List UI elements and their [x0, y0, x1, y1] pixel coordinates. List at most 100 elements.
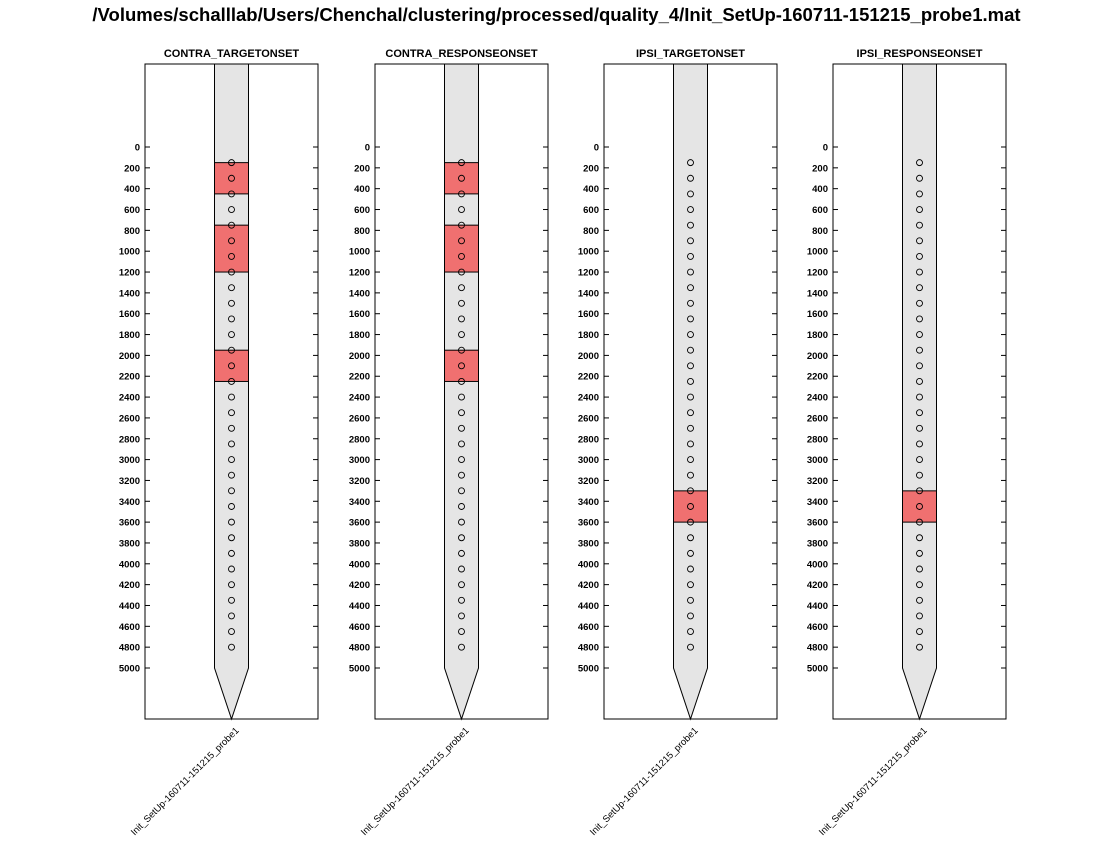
channel-marker [916, 159, 923, 167]
channel-marker [916, 565, 923, 573]
channel-marker [687, 252, 694, 260]
panel-1: CONTRA_TARGETONSET 0 200 400 600 800 1000 1200 1… [119, 48, 319, 838]
channel-marker [458, 487, 465, 495]
channel-marker [228, 190, 235, 198]
y-tick-label: 5000 [349, 664, 370, 675]
y-tick-label: 5000 [578, 664, 599, 675]
y-tick-label: 4600 [807, 622, 828, 633]
y-tick-label: 1400 [578, 288, 599, 299]
y-tick-label: 2200 [578, 372, 599, 383]
channel-marker [458, 174, 465, 182]
y-tick-label: 3200 [119, 476, 140, 487]
channel-marker [228, 393, 235, 401]
y-tick-label: 1400 [807, 288, 828, 299]
channel-marker [228, 643, 235, 651]
channel-marker [916, 174, 923, 182]
channel-marker [228, 534, 235, 542]
channel-marker [458, 206, 465, 213]
y-tick-label: 0 [594, 143, 599, 154]
channel-marker [458, 440, 465, 448]
channel-marker [687, 174, 694, 182]
y-tick-label: 3600 [578, 518, 599, 529]
channel-marker [916, 581, 923, 589]
channel-marker [228, 206, 235, 213]
y-tick-label: 3200 [578, 476, 599, 487]
y-tick-label: 3400 [807, 497, 828, 508]
highlight-region [214, 224, 249, 273]
probe-shank [902, 63, 937, 721]
y-tick-label: 3800 [807, 538, 828, 549]
channel-marker [458, 252, 465, 260]
channel-marker [687, 206, 694, 213]
channel-marker [916, 549, 923, 557]
channel-marker [687, 581, 694, 589]
channel-marker [458, 362, 465, 370]
y-tick-label: 1600 [807, 309, 828, 320]
y-tick-label: 2000 [578, 351, 599, 362]
channel-marker [916, 628, 923, 635]
y-tick-label: 1200 [349, 268, 370, 279]
highlight-region [444, 349, 479, 382]
y-tick-label: 4000 [578, 559, 599, 570]
channel-marker [458, 221, 465, 229]
y-tick-label: 3600 [349, 518, 370, 529]
y-tick-label: 200 [124, 163, 140, 174]
highlight-region [444, 224, 479, 273]
x-tick-label: Init_SetUp-160711-151215_probe1 [588, 725, 701, 838]
highlight-region [214, 162, 249, 195]
y-tick-label: 1200 [578, 268, 599, 279]
y-tick-label: 4200 [119, 580, 140, 591]
channel-marker [458, 378, 465, 385]
highlight-region [673, 490, 708, 523]
channel-marker [458, 612, 465, 620]
channel-marker [458, 284, 465, 292]
y-tick-label: 3000 [807, 455, 828, 466]
channel-marker [687, 331, 694, 339]
y-tick-label: 2400 [578, 393, 599, 404]
x-tick-label: Init_SetUp-160711-151215_probe1 [129, 725, 242, 838]
channel-marker [458, 518, 465, 526]
x-tick-label: Init_SetUp-160711-151215_probe1 [817, 725, 930, 838]
channel-marker [458, 581, 465, 589]
highlight-region [444, 162, 479, 195]
channel-marker [687, 549, 694, 557]
channel-marker [687, 190, 694, 198]
channel-marker [916, 612, 923, 620]
y-tick-label: 2000 [119, 351, 140, 362]
y-tick-label: 1000 [349, 247, 370, 258]
y-tick-label: 3000 [349, 455, 370, 466]
y-tick-label: 2800 [349, 434, 370, 445]
channel-marker [916, 393, 923, 401]
channel-marker [228, 268, 235, 276]
y-tick-label: 3800 [349, 538, 370, 549]
channel-marker [228, 565, 235, 573]
channel-marker [228, 440, 235, 448]
channel-marker [228, 628, 235, 635]
channel-marker [228, 456, 235, 464]
y-tick-label: 400 [812, 184, 828, 195]
y-tick-label: 1400 [349, 288, 370, 299]
y-tick-label: 4600 [349, 622, 370, 633]
channel-marker [228, 159, 235, 167]
highlight-region [902, 490, 937, 523]
y-tick-label: 1800 [578, 330, 599, 341]
y-tick-label: 800 [812, 226, 828, 237]
y-tick-label: 800 [124, 226, 140, 237]
y-tick-label: 200 [812, 163, 828, 174]
y-tick-label: 3200 [349, 476, 370, 487]
channel-marker [687, 503, 694, 510]
y-tick-label: 1200 [807, 268, 828, 279]
y-tick-label: 1800 [349, 330, 370, 341]
figure-title: /Volumes/schalllab/Users/Chenchal/cluste… [92, 4, 1021, 25]
channel-marker [916, 440, 923, 448]
y-tick-label: 4000 [119, 559, 140, 570]
panel-3: IPSI_TARGETONSET 0 200 400 600 800 1000 1200 140… [578, 48, 778, 838]
channel-marker [916, 471, 923, 479]
channel-marker [916, 331, 923, 339]
channel-marker [687, 159, 694, 167]
channel-marker [916, 596, 923, 604]
y-tick-label: 400 [124, 184, 140, 195]
channel-marker [228, 378, 235, 385]
channel-marker [687, 565, 694, 573]
y-tick-label: 1200 [119, 268, 140, 279]
